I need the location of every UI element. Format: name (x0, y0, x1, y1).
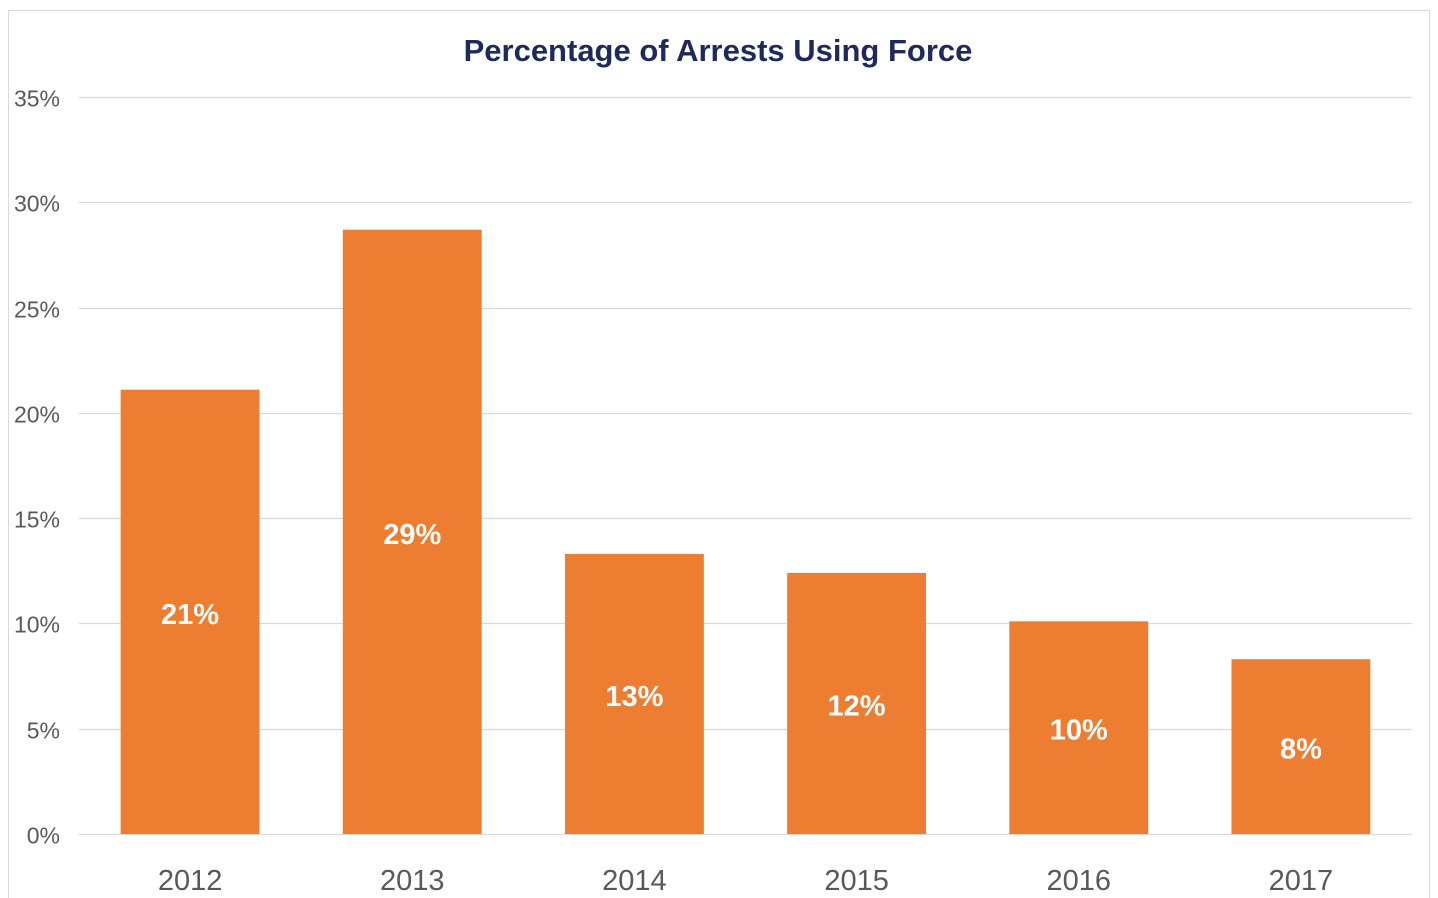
data-label: 21% (161, 599, 219, 631)
x-tick-label: 2015 (824, 865, 889, 897)
bar (564, 553, 704, 834)
y-tick-label: 25% (14, 297, 60, 323)
y-tick-label: 10% (14, 612, 60, 638)
bar (1231, 659, 1371, 834)
chart-title: Percentage of Arrests Using Force (464, 33, 973, 68)
data-label: 13% (605, 681, 663, 713)
data-label: 29% (383, 519, 441, 551)
gridlines (79, 96, 1412, 836)
y-tick-label: 35% (14, 86, 60, 112)
x-tick-label: 2012 (158, 865, 223, 897)
y-tick-label: 0% (27, 823, 60, 849)
bar (120, 389, 260, 834)
y-tick-label: 15% (14, 507, 60, 533)
x-axis-tick-labels: 2012 2013 2014 2015 2016 2017 (158, 865, 1333, 897)
x-tick-label: 2017 (1269, 865, 1334, 897)
data-labels: 21% 29% 13% 12% 10% 8% (161, 519, 1322, 766)
x-tick-label: 2013 (380, 865, 445, 897)
data-label: 8% (1280, 734, 1322, 766)
bar (787, 572, 927, 834)
bar (342, 229, 482, 834)
y-axis-tick-labels: 0% 5% 10% 15% 20% 25% 30% 35% (14, 86, 60, 849)
bar (1009, 621, 1149, 834)
data-label: 10% (1050, 715, 1108, 747)
x-tick-label: 2016 (1046, 865, 1111, 897)
y-tick-label: 5% (27, 718, 60, 744)
y-tick-label: 20% (14, 402, 60, 428)
x-tick-label: 2014 (602, 865, 667, 897)
data-label: 12% (828, 690, 886, 722)
y-tick-label: 30% (14, 191, 60, 217)
bars (120, 229, 1371, 834)
